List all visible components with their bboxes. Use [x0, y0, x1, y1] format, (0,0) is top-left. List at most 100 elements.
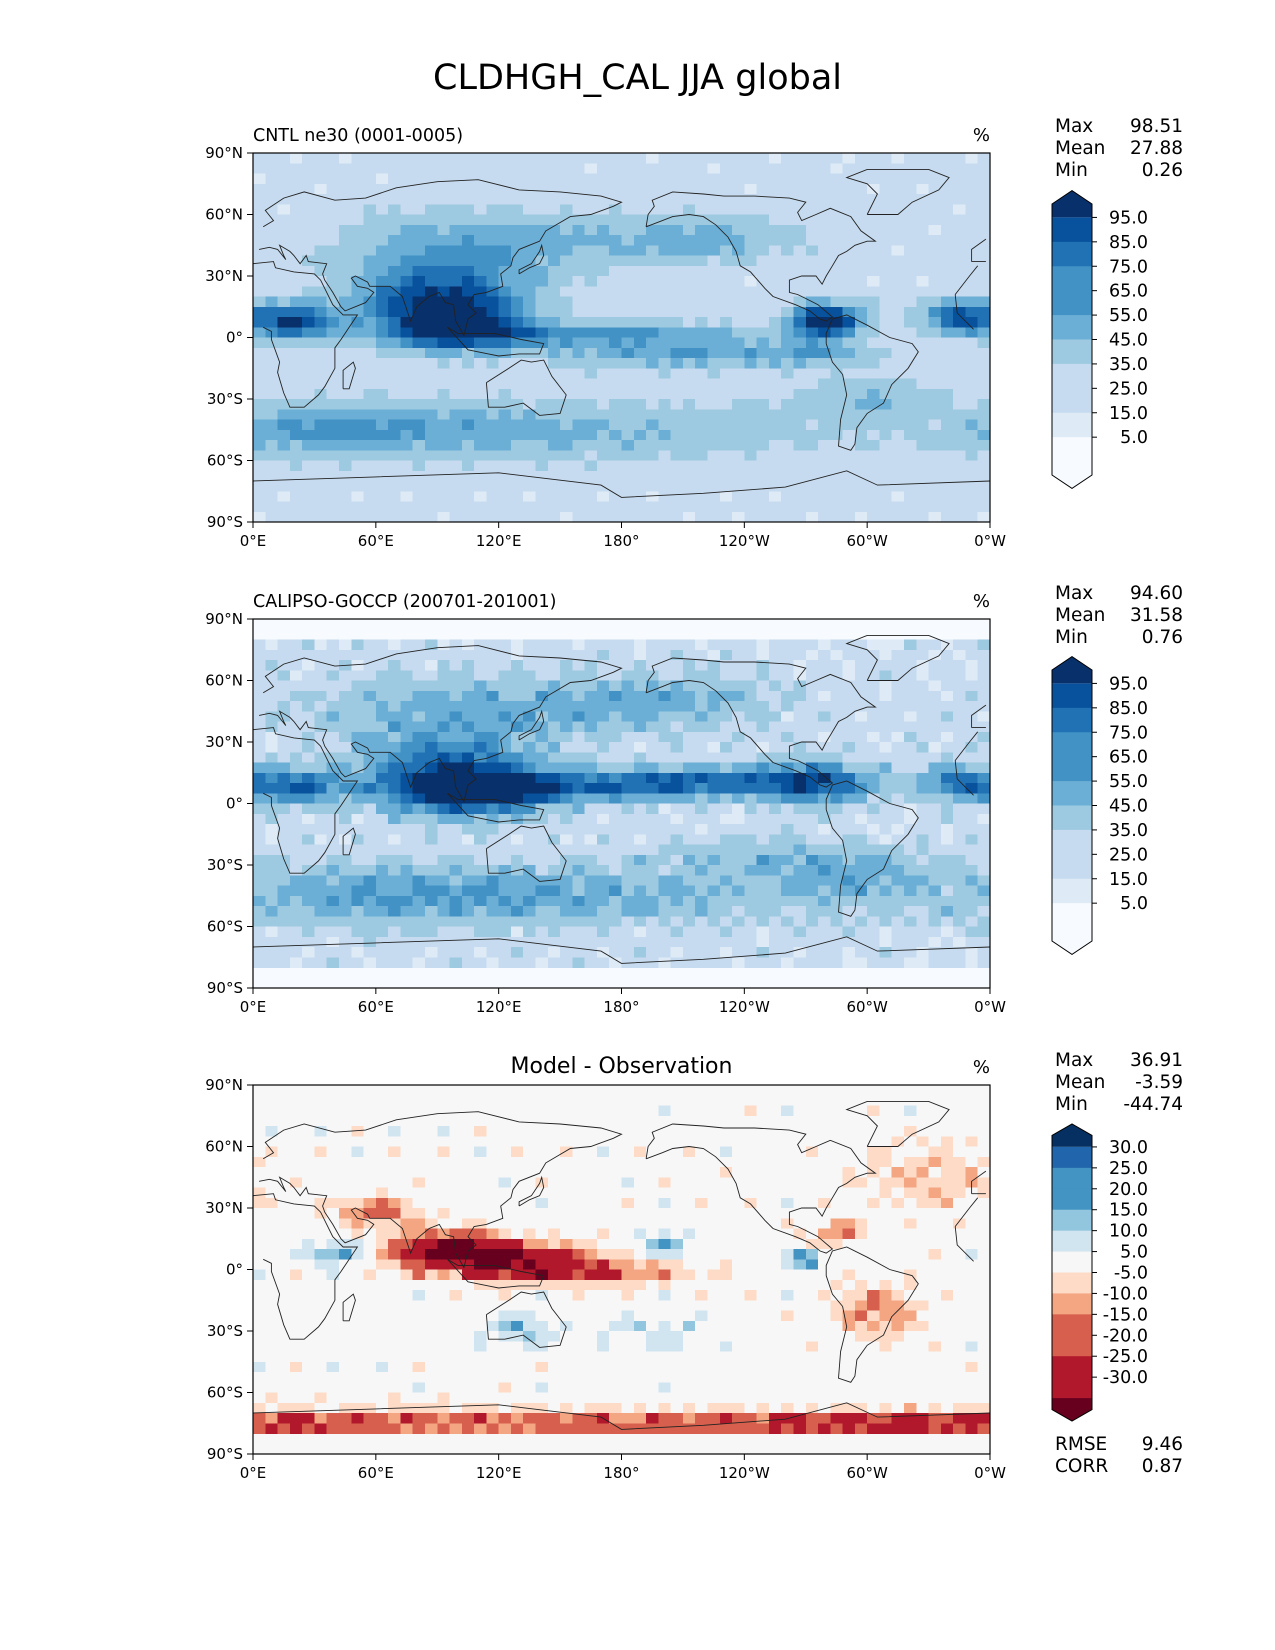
field-cell	[449, 388, 463, 400]
field-cell	[375, 368, 389, 380]
field-cell	[965, 1115, 979, 1127]
field-cell	[609, 224, 623, 236]
field-cell	[535, 204, 549, 216]
field-cell	[842, 711, 856, 723]
field-cell	[314, 865, 328, 876]
field-cell	[805, 813, 819, 825]
field-cell	[940, 1208, 954, 1219]
field-cell	[768, 235, 782, 246]
field-cell	[265, 834, 279, 846]
field-cell	[830, 813, 844, 825]
field-cell	[314, 235, 328, 246]
field-cell	[621, 317, 635, 328]
field-cell	[596, 255, 610, 267]
field-cell	[596, 183, 610, 195]
field-cell	[744, 204, 758, 216]
field-cell	[793, 1146, 807, 1158]
field-cell	[695, 399, 709, 410]
field-cell	[351, 1156, 365, 1168]
field-cell	[756, 1136, 770, 1148]
field-cell	[732, 388, 745, 400]
field-cell	[732, 865, 745, 876]
field-cell	[253, 194, 266, 205]
field-cell	[351, 885, 365, 897]
field-cell	[363, 834, 377, 846]
field-cell	[867, 460, 881, 472]
field-cell	[953, 255, 967, 267]
field-cell	[842, 680, 856, 692]
field-cell	[940, 265, 954, 277]
field-cell	[314, 1218, 328, 1230]
field-cell	[277, 772, 291, 784]
field-cell	[338, 824, 352, 835]
field-cell	[351, 803, 365, 815]
field-cell	[498, 1156, 512, 1168]
field-cell	[314, 173, 328, 185]
x-tick-label: 60°E	[358, 532, 394, 550]
field-cell	[867, 378, 881, 390]
field-cell	[682, 153, 696, 164]
field-cell	[400, 875, 414, 887]
field-cell	[572, 235, 586, 246]
field-cell	[510, 639, 524, 651]
field-cell	[375, 204, 389, 216]
field-cell	[977, 224, 991, 236]
field-cell	[351, 1197, 365, 1209]
field-cell	[560, 429, 573, 441]
field-cell	[400, 224, 414, 236]
field-cell	[842, 854, 856, 866]
field-cell	[400, 265, 414, 277]
field-cell	[879, 306, 893, 318]
field-cell	[560, 639, 573, 651]
field-cell	[682, 491, 696, 503]
field-cell	[412, 450, 426, 462]
field-cell	[646, 936, 659, 948]
field-cell	[719, 440, 733, 451]
field-cell	[277, 813, 291, 825]
field-cell	[756, 906, 770, 917]
field-cell	[891, 481, 905, 492]
field-cell	[633, 450, 647, 462]
field-cell	[646, 803, 659, 815]
field-cell	[695, 224, 709, 236]
field-cell	[338, 368, 352, 380]
field-cell	[916, 1105, 930, 1117]
field-cell	[302, 895, 316, 907]
field-cell	[326, 1167, 340, 1178]
field-cell	[818, 245, 831, 257]
field-cell	[904, 470, 917, 482]
field-cell	[510, 1136, 524, 1148]
field-cell	[891, 296, 905, 308]
field-cell	[596, 388, 610, 400]
field-cell	[928, 639, 942, 651]
field-cell	[314, 1228, 328, 1240]
field-cell	[424, 895, 438, 907]
field-cell	[375, 327, 389, 339]
field-cell	[879, 895, 893, 907]
field-cell	[818, 429, 831, 441]
field-cell	[461, 368, 475, 380]
field-cell	[891, 701, 905, 712]
field-cell	[388, 772, 401, 784]
field-cell	[818, 936, 831, 948]
field-cell	[474, 491, 487, 503]
field-cell	[388, 1218, 401, 1230]
field-cell	[953, 1146, 967, 1158]
field-cell	[928, 1197, 942, 1209]
field-cell	[375, 1197, 389, 1209]
field-cell	[621, 460, 635, 472]
field-cell	[388, 1146, 401, 1158]
field-cell	[977, 721, 991, 733]
field-cell	[400, 639, 414, 651]
field-cell	[781, 1126, 795, 1137]
field-cell	[633, 1177, 647, 1189]
field-cell	[928, 460, 942, 472]
field-cell	[388, 711, 401, 723]
field-cell	[547, 419, 561, 431]
field-cell	[400, 440, 414, 451]
field-cell	[584, 1136, 598, 1148]
field-cell	[302, 670, 316, 682]
field-cell	[289, 926, 303, 938]
field-cell	[424, 511, 438, 523]
field-cell	[449, 399, 463, 410]
